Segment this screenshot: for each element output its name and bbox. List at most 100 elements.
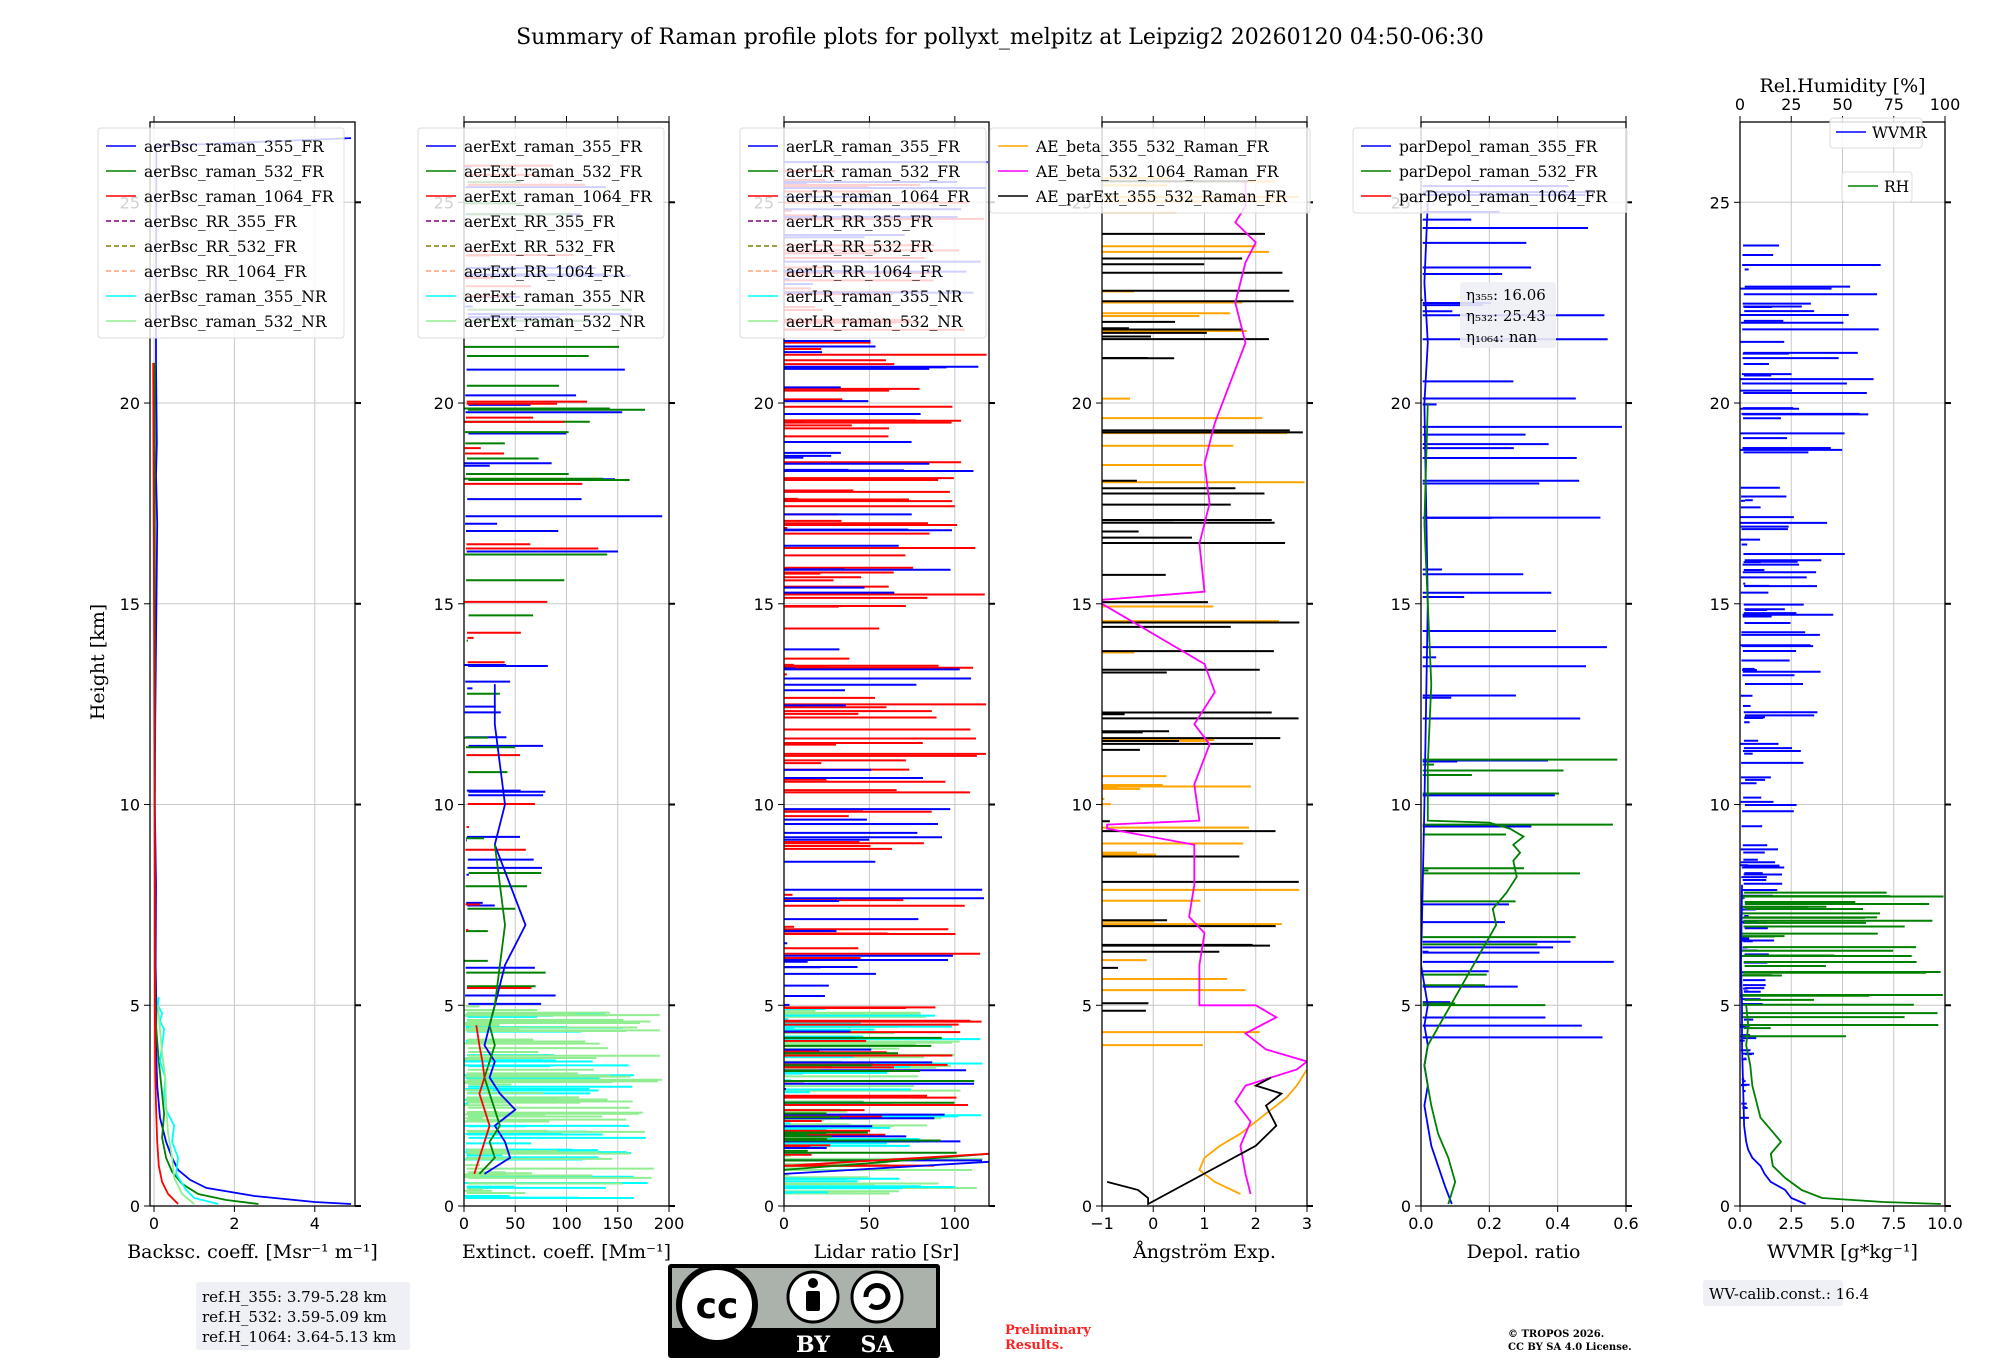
reference-height-box: ref.H_355: 3.79-5.28 km ref.H_532: 3.59-… xyxy=(196,1282,410,1350)
y-tick-label: 0 xyxy=(764,1197,774,1216)
legend-label: AE_beta_532_1064_Raman_FR xyxy=(1035,163,1280,181)
x-tick-label: 0 xyxy=(149,1214,159,1233)
legend-box xyxy=(1829,117,1923,149)
legend-label: parDepol_raman_532_FR xyxy=(1399,163,1599,181)
x-tick-label: −1 xyxy=(1090,1214,1114,1233)
by-text: BY xyxy=(796,1332,830,1358)
legend-label: aerExt_RR_532_FR xyxy=(464,238,616,256)
x-axis-label-backscatter: Backsc. coeff. [Msr⁻¹ m⁻¹] xyxy=(127,1241,378,1263)
eta-line: η₃₅₅: 16.06 xyxy=(1466,286,1546,304)
legend-label: aerExt_raman_355_FR xyxy=(464,138,643,156)
top-tick-label: 100 xyxy=(1930,95,1961,114)
ref-height-1064: ref.H_1064: 3.64-5.13 km xyxy=(202,1328,396,1346)
legend-label: parDepol_raman_355_FR xyxy=(1399,138,1599,156)
x-tick-label: 50 xyxy=(505,1214,525,1233)
plot-area-angstrom xyxy=(1102,177,1307,1206)
legend-WVMR: WVMR xyxy=(1829,117,1928,149)
x-tick-label: 7.5 xyxy=(1881,1214,1906,1233)
x-tick-label: 0.6 xyxy=(1613,1214,1638,1233)
x-tick-label: 3 xyxy=(1302,1214,1312,1233)
y-tick-label: 5 xyxy=(1401,996,1411,1015)
y-tick-label: 20 xyxy=(754,394,774,413)
series-line-aerExt_raman_532_FR xyxy=(478,844,506,1175)
x-tick-label: 0 xyxy=(779,1214,789,1233)
eta-line: η₁₀₆₄: nan xyxy=(1466,328,1537,346)
y-tick-label: 15 xyxy=(1391,595,1411,614)
y-tick-label: 20 xyxy=(120,394,140,413)
y-tick-label: 15 xyxy=(434,595,454,614)
y-tick-label: 15 xyxy=(754,595,774,614)
legend-label: aerExt_raman_532_FR xyxy=(464,163,643,181)
legend-label: WVMR xyxy=(1872,124,1928,142)
y-tick-label: 10 xyxy=(434,796,454,815)
x-tick-label: 10.0 xyxy=(1927,1214,1963,1233)
panel-extinction: 0501001502000510152025Extinct. coeff. [M… xyxy=(417,116,684,1263)
y-tick-label: 5 xyxy=(764,996,774,1015)
top-tick-label: 25 xyxy=(1781,95,1801,114)
legend-label: aerLR_RR_1064_FR xyxy=(786,263,944,281)
legend-label: RH xyxy=(1884,178,1909,196)
x-tick-label: 1 xyxy=(1199,1214,1209,1233)
y-tick-label: 0 xyxy=(1720,1197,1730,1216)
share-alike-icon xyxy=(850,1270,904,1324)
y-tick-label: 10 xyxy=(1710,796,1730,815)
x-tick-label: 0.2 xyxy=(1477,1214,1502,1233)
y-tick-label: 20 xyxy=(1710,394,1730,413)
y-tick-label: 25 xyxy=(1710,193,1730,212)
copyright-line-1: © TROPOS 2026. xyxy=(1508,1329,1604,1340)
legend-box xyxy=(417,127,665,339)
x-tick-label: 2 xyxy=(229,1214,239,1233)
panel-depolarization: 0.00.20.40.60510152025Depol. ratioparDep… xyxy=(1352,116,1639,1263)
y-tick-label: 20 xyxy=(434,394,454,413)
series-line-AE_beta_355_532_Raman_FR xyxy=(1198,1069,1307,1195)
x-tick-label: 100 xyxy=(551,1214,582,1233)
x-tick-label: 50 xyxy=(859,1214,879,1233)
legend-label: aerLR_raman_1064_FR xyxy=(786,188,971,206)
series-line-aerBsc_raman_355_NR xyxy=(157,997,219,1205)
y-tick-label: 10 xyxy=(120,796,140,815)
legend-label: aerExt_raman_1064_FR xyxy=(464,188,653,206)
legend-box xyxy=(739,127,987,339)
series-line-RH xyxy=(1745,1005,1941,1205)
x-tick-label: 150 xyxy=(602,1214,633,1233)
legend-extinction: aerExt_raman_355_FR aerExt_raman_532_FRae… xyxy=(417,127,665,339)
y-tick-label: 15 xyxy=(1710,595,1730,614)
x-tick-label: 0 xyxy=(459,1214,469,1233)
x-tick-label: 4 xyxy=(310,1214,320,1233)
series-line-WVMR xyxy=(1740,884,1806,1205)
ref-height-355: ref.H_355: 3.79-5.28 km xyxy=(202,1288,387,1306)
sa-text: SA xyxy=(861,1332,895,1358)
legend-label: aerLR_raman_532_FR xyxy=(786,163,961,181)
eta-line: η₅₃₂: 25.43 xyxy=(1466,307,1546,325)
legend-label: aerBsc_RR_532_FR xyxy=(144,238,298,256)
legend-label: aerLR_RR_355_FR xyxy=(786,213,934,231)
x-tick-label: 0 xyxy=(1148,1214,1158,1233)
preliminary-line-2: Results. xyxy=(1005,1338,1064,1353)
wv-calibration-constant: WV-calib.const.: 16.4 xyxy=(1709,1285,1869,1303)
top-tick-label: 75 xyxy=(1884,95,1904,114)
series-line-aerLR_raman_355_FR xyxy=(784,1160,989,1175)
y-tick-label: 5 xyxy=(444,996,454,1015)
legend-label: aerBsc_RR_355_FR xyxy=(144,213,298,231)
x-axis-label-depolarization: Depol. ratio xyxy=(1467,1241,1581,1263)
x-tick-label: 0.4 xyxy=(1545,1214,1570,1233)
series-line-aerBsc_raman_532_FR xyxy=(153,362,259,1205)
y-tick-label: 0 xyxy=(1082,1197,1092,1216)
legend-label: aerBsc_raman_355_NR xyxy=(144,288,328,306)
x-tick-label: 5.0 xyxy=(1830,1214,1855,1233)
x-tick-label: 0.0 xyxy=(1727,1214,1752,1233)
panel-water_vapor: 0.0 2.5 5.0 7.5 10.0 0 5 10 15 20 25 WVMR [g*kg⁻¹] 0… xyxy=(1710,75,1963,1263)
series-line-parDepol_raman_532_FR xyxy=(1423,402,1526,1205)
series-line-aerBsc_raman_532_NR xyxy=(157,1005,195,1205)
x-tick-label: 2.5 xyxy=(1779,1214,1804,1233)
panel-angstrom: −101230510152025Ångström Exp.AE_beta_355… xyxy=(989,116,1313,1263)
legend-label: AE_parExt_355_532_Raman_FR xyxy=(1035,188,1288,206)
y-tick-label: 0 xyxy=(444,1197,454,1216)
series-line-AE_beta_532_1064_Raman_FR xyxy=(1102,182,1307,1195)
top-tick-label: 50 xyxy=(1832,95,1852,114)
y-tick-label: 0 xyxy=(1401,1197,1411,1216)
legend-box xyxy=(1841,171,1913,203)
series-line-AE_parExt_355_532_Raman_FR xyxy=(1106,1076,1284,1206)
y-tick-label: 15 xyxy=(1072,595,1092,614)
series-line-parDepol_raman_355_FR xyxy=(1421,202,1453,1205)
